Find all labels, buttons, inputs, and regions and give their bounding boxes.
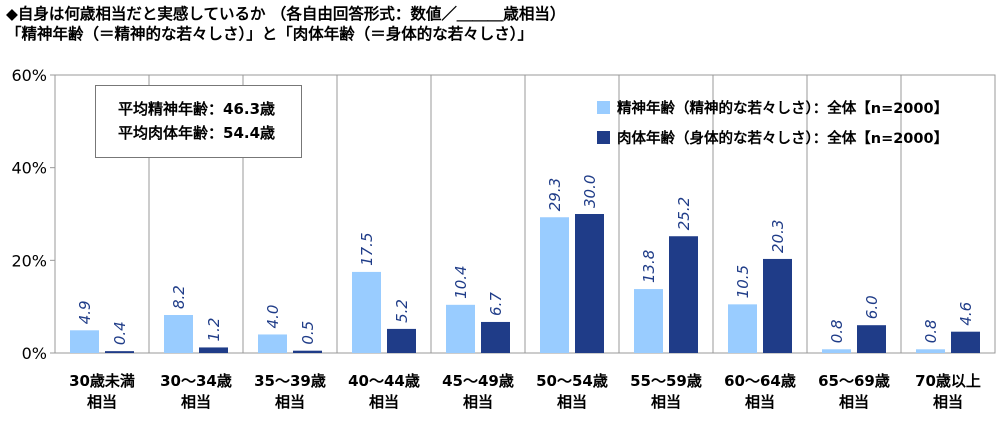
bar-mental xyxy=(540,217,569,353)
data-label-physical: 5.2 xyxy=(393,299,411,323)
bar-mental xyxy=(916,349,945,353)
x-category-label: 30歳未満 xyxy=(69,372,135,390)
bar-physical xyxy=(293,350,322,353)
x-category-label: 60～64歳 xyxy=(724,372,796,390)
legend-label-mental: 精神年齢（精神的な若々しさ）：全体【n=2000】 xyxy=(617,100,949,117)
bar-physical xyxy=(763,258,792,353)
data-label-physical: 20.3 xyxy=(769,220,787,253)
x-category-label: 65～69歳 xyxy=(818,372,890,390)
x-category-label: 55～59歳 xyxy=(630,372,702,390)
data-label-physical: 1.2 xyxy=(205,318,223,342)
x-category-label: 相当 xyxy=(839,393,869,411)
y-tick-label: 0% xyxy=(22,344,47,363)
data-label-physical: 6.0 xyxy=(863,295,881,319)
data-label-mental: 10.5 xyxy=(734,265,752,298)
data-label-mental: 0.8 xyxy=(922,319,940,343)
data-label-mental: 8.2 xyxy=(170,285,188,309)
x-category-label: 相当 xyxy=(181,393,211,411)
data-label-mental: 17.5 xyxy=(358,233,376,266)
bar-mental xyxy=(728,304,757,353)
mental-average: 平均精神年齢：46.3歳 xyxy=(118,100,276,118)
data-label-mental: 13.8 xyxy=(640,250,658,283)
x-category-label: 相当 xyxy=(87,393,117,411)
bar-physical xyxy=(857,325,886,353)
data-label-physical: 25.2 xyxy=(675,197,693,230)
physical-average: 平均肉体年齢：54.4歳 xyxy=(118,124,276,142)
x-category-label: 相当 xyxy=(557,393,587,411)
bar-mental xyxy=(352,271,381,353)
bar-physical xyxy=(481,321,510,353)
x-category-label: 45～49歳 xyxy=(442,372,514,390)
x-category-label: 30～34歳 xyxy=(160,372,232,390)
legend-swatch-physical xyxy=(597,130,610,144)
bar-mental xyxy=(822,349,851,353)
bar-physical xyxy=(387,328,416,353)
bar-physical xyxy=(105,351,134,353)
bar-mental xyxy=(446,304,475,353)
y-tick-label: 60% xyxy=(11,66,47,85)
data-label-physical: 0.5 xyxy=(299,321,317,345)
bar-mental xyxy=(70,330,99,353)
data-label-mental: 4.9 xyxy=(76,300,94,324)
bar-physical xyxy=(575,214,604,353)
legend-label-physical: 肉体年齢（身体的な若々しさ）：全体【n=2000】 xyxy=(617,130,949,147)
data-label-mental: 29.3 xyxy=(546,178,564,211)
data-label-physical: 4.6 xyxy=(957,302,975,326)
x-category-label: 相当 xyxy=(651,393,681,411)
legend-item-physical: 肉体年齢（身体的な若々しさ）：全体【n=2000】 xyxy=(597,122,948,152)
average-summary-box: 平均精神年齢：46.3歳 平均肉体年齢：54.4歳 xyxy=(95,85,302,158)
bar-physical xyxy=(199,347,228,353)
data-label-mental: 4.0 xyxy=(264,305,282,329)
legend-swatch-mental xyxy=(597,100,610,114)
chart-header: ◆自身は何歳相当だと実感しているか （各自由回答形式：数値／＿＿＿歳相当） 「精… xyxy=(6,4,565,44)
y-tick-label: 20% xyxy=(11,251,47,270)
bar-mental xyxy=(164,315,193,353)
x-category-label: 70歳以上 xyxy=(915,372,981,390)
data-label-physical: 30.0 xyxy=(581,175,599,208)
legend: 精神年齢（精神的な若々しさ）：全体【n=2000】 肉体年齢（身体的な若々しさ）… xyxy=(597,92,948,152)
bar-mental xyxy=(258,334,287,353)
data-label-physical: 0.4 xyxy=(111,321,129,345)
x-category-label: 相当 xyxy=(933,393,963,411)
bar-physical xyxy=(669,236,698,353)
x-category-label: 相当 xyxy=(369,393,399,411)
bar-mental xyxy=(634,289,663,353)
bar-physical xyxy=(951,331,980,353)
x-category-label: 35～39歳 xyxy=(254,372,326,390)
data-label-mental: 0.8 xyxy=(828,319,846,343)
chart-subtitle: 「精神年齢（＝精神的な若々しさ）」と「肉体年齢（＝身体的な若々しさ）」 xyxy=(6,25,534,43)
x-category-label: 相当 xyxy=(745,393,775,411)
chart-title: ◆自身は何歳相当だと実感しているか （各自由回答形式：数値／＿＿＿歳相当） xyxy=(6,5,566,23)
x-category-label: 相当 xyxy=(275,393,305,411)
data-label-physical: 6.7 xyxy=(487,292,505,316)
legend-item-mental: 精神年齢（精神的な若々しさ）：全体【n=2000】 xyxy=(597,92,948,122)
x-category-label: 40～44歳 xyxy=(348,372,420,390)
x-category-label: 相当 xyxy=(463,393,493,411)
data-label-mental: 10.4 xyxy=(452,265,470,298)
y-tick-label: 40% xyxy=(11,159,47,178)
x-category-label: 50～54歳 xyxy=(536,372,608,390)
